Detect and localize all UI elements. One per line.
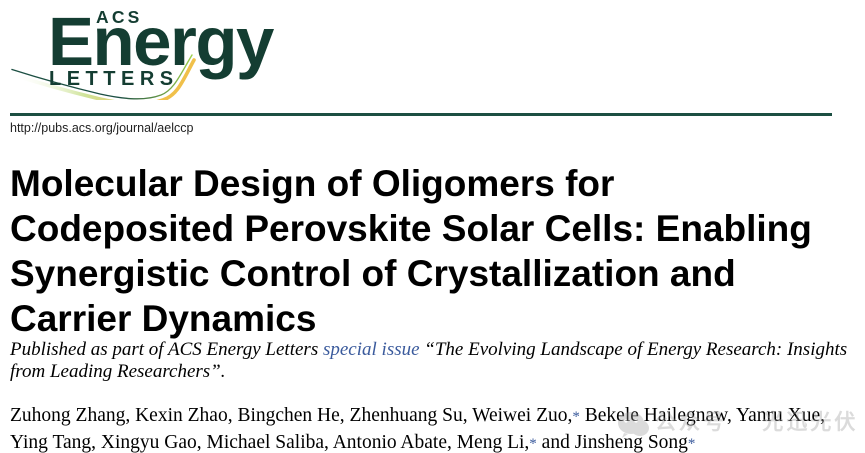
svg-text:LETTERS: LETTERS [49,68,179,90]
